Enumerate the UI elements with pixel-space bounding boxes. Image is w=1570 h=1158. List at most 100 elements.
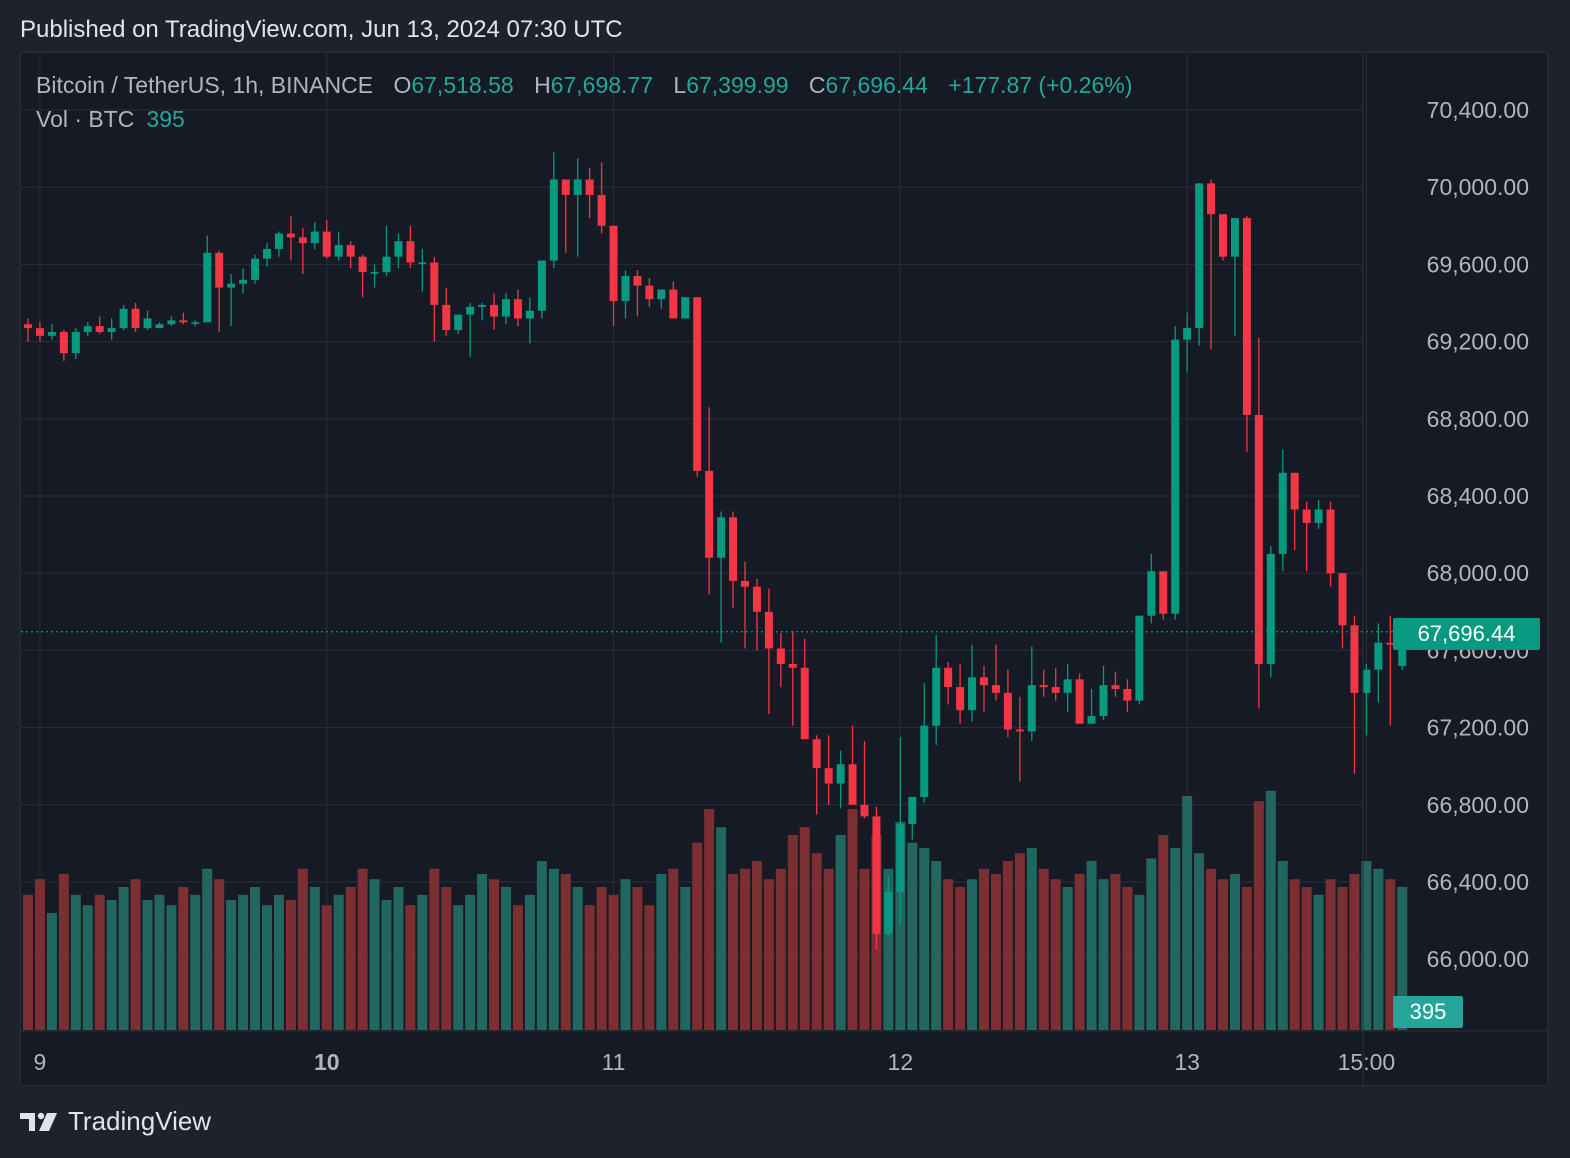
candle-body [1326, 509, 1335, 574]
candle-body [263, 248, 271, 259]
y-tick-label: 68,000.00 [1427, 560, 1529, 586]
candle [1087, 689, 1096, 724]
candle-body [107, 328, 116, 332]
candle [215, 250, 224, 332]
candle-body [83, 326, 92, 332]
candlestick-chart[interactable]: 70,400.00 70,000.00 69,600.00 69,200.00 68,8… [21, 53, 1548, 1086]
candle [669, 281, 678, 319]
volume-bar [763, 879, 774, 1030]
candle-body [1027, 685, 1036, 732]
candle [645, 277, 654, 307]
y-tick-label: 68,400.00 [1427, 483, 1529, 509]
candle [561, 179, 570, 253]
candle [274, 231, 283, 257]
candle [143, 310, 152, 331]
candle-body [1302, 509, 1311, 524]
candle-body [119, 308, 128, 329]
low-value: 67,399.99 [686, 72, 789, 98]
candle [442, 287, 451, 336]
candle [1183, 312, 1192, 373]
candle [454, 314, 463, 334]
candle-body [1003, 692, 1012, 730]
candle-body [741, 580, 749, 587]
close-label: C [808, 72, 826, 98]
candle [693, 297, 702, 477]
candle-body [382, 256, 391, 273]
footer-branding[interactable]: TradingView [20, 1106, 211, 1137]
candle-body [1350, 625, 1359, 693]
volume-bar [1086, 861, 1097, 1030]
volume-bar [740, 868, 750, 1030]
candle-body [1147, 571, 1156, 616]
volume-bar [501, 887, 511, 1030]
volume-bar [94, 894, 105, 1030]
candle-body [920, 725, 929, 798]
candle-body [430, 262, 439, 305]
candle [1027, 646, 1036, 742]
volume-bar [1002, 861, 1013, 1030]
candle [1278, 449, 1287, 572]
candle [741, 561, 749, 649]
volume-bar [477, 874, 488, 1030]
candle-body [370, 272, 379, 274]
candle-body [752, 586, 761, 612]
candle-body [95, 326, 104, 332]
candle-body [298, 237, 307, 244]
y-tick-label: 66,400.00 [1427, 869, 1529, 895]
candle [525, 297, 534, 344]
candle-body [896, 824, 905, 892]
candle-body [1075, 679, 1084, 724]
candle-body [549, 179, 558, 261]
volume-bar [1074, 874, 1085, 1030]
candle [95, 316, 104, 334]
candle [800, 638, 809, 740]
candle-body [956, 687, 965, 711]
candle-body [681, 297, 690, 319]
candle [1230, 218, 1239, 336]
candle [370, 264, 379, 288]
candle [980, 665, 988, 713]
volume-bar [787, 835, 798, 1030]
chart-pane[interactable]: 70,400.00 70,000.00 69,600.00 69,200.00 68,8… [20, 52, 1548, 1086]
volume-bar [178, 887, 189, 1030]
candle-body [35, 328, 44, 336]
x-tick-label: 13 [1174, 1049, 1200, 1075]
volume-bar [202, 868, 213, 1030]
volume-bar [405, 905, 416, 1030]
candle [764, 588, 773, 715]
candle [1338, 573, 1347, 649]
volume-bar [823, 868, 834, 1030]
candle [872, 806, 881, 950]
candle [896, 737, 905, 925]
candle-body [155, 324, 164, 329]
volume-bar [262, 905, 272, 1030]
candle-body [167, 320, 176, 325]
volume-bar [1337, 887, 1348, 1030]
candle-body [286, 233, 295, 238]
candle-body [1278, 472, 1287, 554]
candle-body [346, 245, 355, 257]
volume-bar [297, 868, 308, 1030]
volume-bar [142, 900, 153, 1030]
candle-body [645, 285, 654, 300]
last-volume-tag: 395 [1393, 996, 1463, 1028]
volume-bar [811, 853, 822, 1030]
volume-bar [166, 905, 177, 1030]
candle-body [729, 517, 738, 581]
volume-bar [1026, 848, 1037, 1030]
volume-bar [560, 874, 571, 1030]
volume-bar [23, 894, 33, 1030]
candle-body [322, 231, 331, 257]
volume-bar [1313, 894, 1324, 1030]
candle [418, 248, 427, 292]
candle-body [466, 306, 475, 315]
candle-body [1063, 679, 1072, 693]
candle [1051, 667, 1060, 701]
candle-body [310, 231, 319, 244]
candle-body [609, 225, 618, 302]
open-label: O [393, 72, 412, 98]
volume-bar [417, 894, 428, 1030]
candle-body [274, 233, 283, 249]
candle [1374, 623, 1383, 703]
candle [131, 303, 140, 332]
